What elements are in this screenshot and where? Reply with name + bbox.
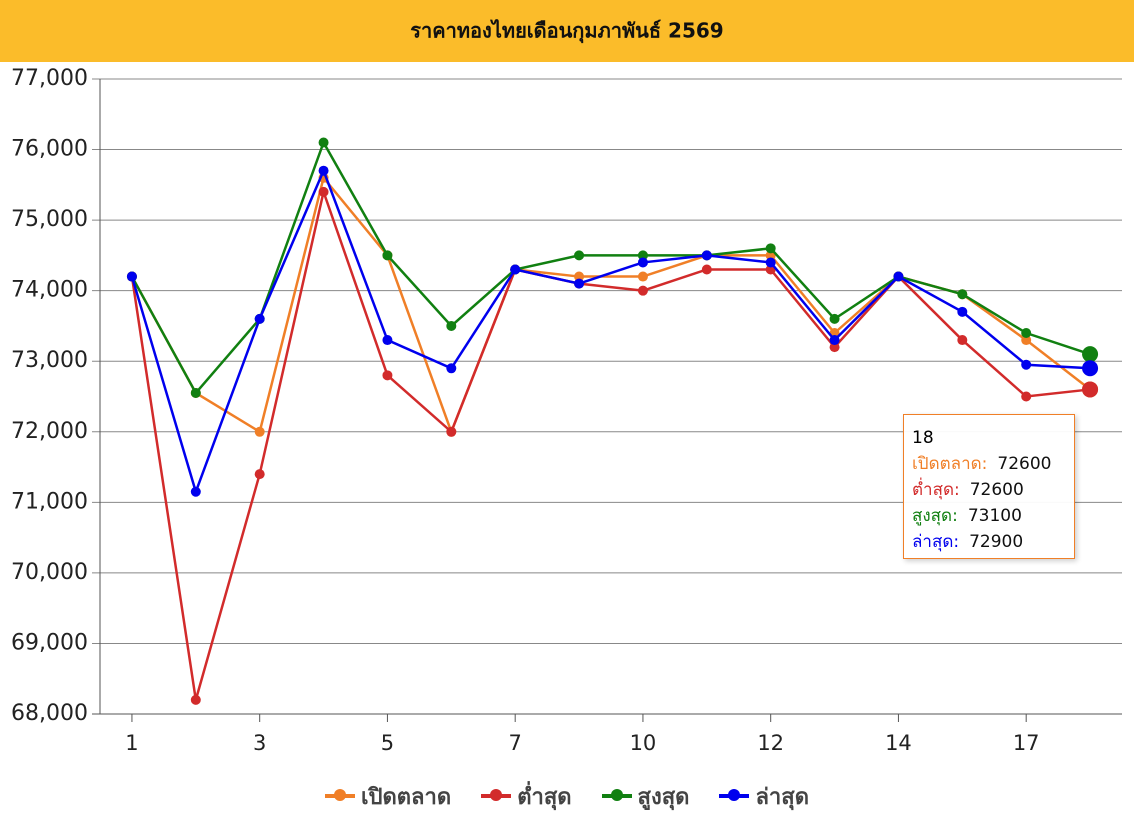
- point: [190, 486, 201, 497]
- point: [254, 313, 265, 324]
- header-bar: [0, 0, 1134, 62]
- y-tick-label: 68,000: [11, 701, 88, 726]
- point: [957, 289, 968, 300]
- tooltip-value: 72600: [969, 480, 1024, 500]
- point: [574, 250, 585, 261]
- point: [829, 342, 840, 353]
- x-tick-label: 3: [253, 731, 266, 755]
- point: [1021, 328, 1032, 338]
- x-tick-label: 7: [509, 731, 522, 755]
- x-tick-label: 12: [757, 731, 784, 755]
- point: [957, 335, 968, 346]
- point: [1082, 381, 1099, 398]
- y-tick-label: 71,000: [11, 489, 88, 514]
- point: [637, 271, 648, 282]
- legend-item: ล่าสุด: [719, 779, 809, 814]
- point: [446, 426, 457, 437]
- tooltip: 18 เปิดตลาด: 72600 ต่ำสุด: 72600 สูงสุด: 73100…: [903, 414, 1075, 559]
- tooltip-label: ต่ำสุด:: [912, 480, 960, 500]
- series-line: [130, 187, 1091, 701]
- legend: เปิดตลาด ต่ำสุด สูงสุด ล่าสุด: [0, 776, 1134, 816]
- tooltip-row: สูงสุด: 73100: [912, 503, 1066, 529]
- y-tick-label: 73,000: [11, 348, 88, 373]
- point: [510, 264, 521, 275]
- point: [382, 250, 393, 261]
- point: [574, 278, 585, 289]
- point: [190, 387, 201, 398]
- y-tick-label: 76,000: [11, 137, 88, 162]
- point: [254, 426, 265, 437]
- point: [126, 271, 137, 282]
- x-tick-label: 1: [125, 731, 138, 755]
- y-tick-label: 74,000: [11, 278, 88, 303]
- point: [318, 165, 329, 176]
- point: [382, 335, 393, 346]
- x-tick-label: 14: [885, 731, 912, 755]
- tooltip-row: เปิดตลาด: 72600: [912, 451, 1066, 477]
- legend-swatch: [601, 789, 632, 801]
- legend-item: เปิดตลาด: [325, 779, 451, 814]
- legend-label: ล่าสุด: [755, 784, 809, 810]
- legend-dot: [490, 789, 503, 801]
- legend-dot: [334, 789, 346, 801]
- tooltip-value: 72600: [997, 454, 1052, 474]
- legend-label: ต่ำสุด: [517, 784, 572, 810]
- point: [765, 243, 776, 254]
- point: [318, 137, 329, 148]
- point: [701, 250, 712, 261]
- point: [1082, 346, 1099, 363]
- point: [382, 370, 393, 381]
- point: [318, 186, 329, 197]
- point: [829, 335, 840, 346]
- chart-title: ราคาทองไทยเดือนกุมภาพันธ์ 2569: [410, 19, 723, 44]
- point: [765, 257, 776, 268]
- legend-label: เปิดตลาด: [361, 784, 452, 810]
- legend-label: สูงสุด: [637, 784, 690, 810]
- point: [957, 306, 968, 317]
- legend-swatch: [325, 789, 355, 801]
- point: [574, 271, 585, 282]
- point: [893, 271, 904, 282]
- y-tick-label: 75,000: [11, 207, 88, 232]
- tooltip-value: 72900: [969, 532, 1024, 552]
- tooltip-value: 73100: [967, 506, 1022, 526]
- tooltip-title: 18: [912, 428, 934, 448]
- point: [254, 469, 265, 480]
- y-tick-label: 77,000: [11, 66, 88, 91]
- point: [637, 257, 648, 268]
- y-tick-label: 70,000: [11, 560, 88, 585]
- y-tick-label: 69,000: [11, 630, 88, 655]
- legend-item: สูงสุด: [601, 779, 690, 814]
- point: [190, 694, 201, 705]
- series-line: [130, 175, 1091, 436]
- tooltip-label: สูงสุด:: [912, 506, 958, 526]
- point: [446, 320, 457, 331]
- point: [1082, 360, 1099, 377]
- point: [701, 264, 712, 275]
- point: [446, 363, 457, 374]
- y-tick-label: 72,000: [11, 419, 88, 444]
- tooltip-row: ล่าสุด: 72900: [912, 529, 1066, 555]
- x-tick-label: 17: [1013, 731, 1040, 755]
- x-tick-label: 5: [381, 731, 394, 755]
- point: [829, 313, 840, 324]
- chart: ราคาทองไทยเดือนกุมภาพันธ์ 2569 68,000 69,…: [0, 0, 1134, 755]
- series-line: [130, 167, 1091, 496]
- point: [637, 250, 648, 261]
- tooltip-row: ต่ำสุด: 72600: [912, 477, 1066, 503]
- legend-item: ต่ำสุด: [481, 779, 572, 814]
- tooltip-label: ล่าสุด:: [912, 532, 960, 552]
- point: [1021, 391, 1032, 402]
- point: [1021, 335, 1032, 346]
- point: [1021, 359, 1032, 370]
- legend-dot: [728, 789, 741, 801]
- point: [637, 285, 648, 296]
- legend-swatch: [719, 789, 750, 801]
- legend-swatch: [481, 789, 512, 801]
- series-line: [130, 139, 1091, 396]
- x-tick-label: 10: [630, 731, 657, 755]
- legend-dot: [610, 789, 623, 801]
- tooltip-label: เปิดตลาด:: [912, 454, 988, 474]
